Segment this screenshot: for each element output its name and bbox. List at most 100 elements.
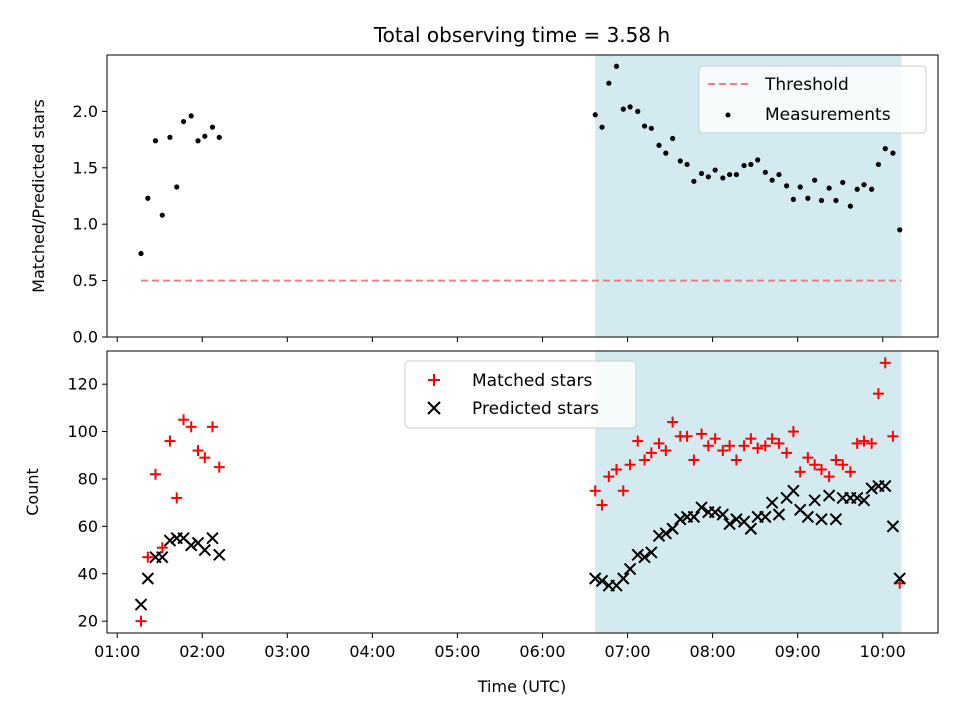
matched-point — [709, 433, 721, 445]
matched-point — [149, 468, 161, 480]
matched-point — [815, 463, 827, 475]
measurement-point — [670, 135, 676, 142]
predicted-point — [134, 598, 148, 611]
y-tick-label: 1.0 — [73, 215, 98, 234]
predicted-point — [829, 513, 843, 526]
predicted-point — [206, 532, 219, 545]
measurement-point — [216, 134, 222, 140]
predicted-point — [595, 574, 609, 588]
y-tick-label: 40 — [78, 564, 98, 583]
matched-point — [872, 388, 884, 400]
top-axes-frame — [106, 54, 939, 338]
matched-point — [830, 454, 842, 466]
matched-point — [603, 471, 615, 483]
measurement-point — [656, 142, 662, 148]
matched-point — [185, 421, 197, 433]
measurement-point — [818, 197, 825, 204]
measurement-point — [592, 112, 598, 118]
matched-point — [773, 437, 785, 449]
predicted-point — [617, 572, 630, 585]
y-tick-label: 0.5 — [73, 271, 98, 290]
x-tick-label: 07:00 — [604, 642, 650, 661]
predicted-point — [857, 494, 871, 507]
matched-point — [639, 454, 651, 466]
bottom-shaded-region — [595, 351, 902, 633]
predicted-point — [850, 491, 864, 505]
matched-point — [142, 551, 154, 563]
x-tick-label: 10:00 — [860, 642, 906, 661]
matched-point — [645, 447, 657, 459]
measurement-point — [620, 106, 626, 112]
matched-point — [794, 466, 806, 478]
predicted-point — [652, 529, 666, 543]
predicted-point — [708, 505, 722, 519]
x-tick-label: 05:00 — [434, 642, 480, 661]
measurement-point — [762, 169, 768, 175]
measurement-point — [635, 108, 641, 114]
predicted-stars-series — [134, 479, 906, 611]
matched-point — [787, 426, 799, 438]
predicted-point — [184, 539, 198, 552]
bottom-y-axis-label: Count — [23, 468, 42, 516]
bottom-panel: 20 40 60 80 100 120 01:00 02:00 03:00 04:00 05:00… — [23, 350, 939, 696]
measurement-point — [812, 177, 818, 183]
measurement-point — [159, 212, 165, 218]
bottom-y-ticks: 20 40 60 80 100 120 — [67, 375, 107, 631]
matched-point — [171, 492, 183, 504]
predicted-point — [589, 572, 602, 585]
measurement-point — [180, 118, 187, 125]
top-x-ticks — [116, 337, 884, 342]
measurement-point — [783, 183, 790, 189]
predicted-point — [815, 513, 828, 526]
matched-point — [809, 459, 821, 471]
predicted-point — [801, 510, 815, 524]
matched-point — [660, 445, 672, 457]
measurement-point — [847, 203, 853, 209]
measurement-point — [776, 171, 782, 178]
measurement-point — [599, 124, 605, 130]
matched-point — [178, 414, 190, 426]
measurement-point — [826, 185, 832, 191]
top-legend-box — [698, 65, 927, 134]
matched-point — [624, 459, 636, 471]
measurement-point — [882, 146, 888, 152]
matched-point — [681, 430, 693, 442]
y-tick-label: 1.5 — [73, 158, 98, 177]
measurement-point — [209, 124, 216, 130]
matched-point — [156, 542, 168, 554]
matched-point — [866, 437, 878, 449]
matched-point — [738, 440, 750, 452]
top-panel: 0.00.51.01.52.0 Matched/Predicted stars … — [29, 54, 939, 347]
predicted-point — [759, 510, 772, 524]
predicted-point — [666, 522, 679, 535]
measurement-point — [613, 63, 620, 69]
matched-point — [653, 437, 665, 449]
measurement-point — [691, 178, 697, 184]
predicted-point — [631, 548, 644, 562]
legend-predicted-swatch — [427, 401, 441, 415]
predicted-point — [645, 546, 658, 559]
measurement-point — [145, 195, 151, 201]
measurement-point — [641, 123, 648, 129]
measurement-point — [188, 113, 194, 119]
y-tick-label: 80 — [78, 469, 98, 488]
measurement-point — [805, 195, 811, 201]
measurements-series — [138, 63, 903, 257]
predicted-point — [879, 479, 892, 493]
legend-threshold-label: Threshold — [764, 75, 849, 95]
matched-point — [717, 445, 729, 457]
predicted-point — [695, 501, 708, 514]
predicted-point — [141, 572, 155, 585]
matched-point — [844, 466, 856, 478]
predicted-point — [772, 508, 786, 521]
measurement-point — [138, 250, 144, 257]
matched-point — [759, 440, 771, 452]
predicted-point — [623, 562, 637, 576]
predicted-point — [156, 550, 169, 564]
matched-point — [752, 442, 764, 454]
x-tick-label: 03:00 — [264, 642, 310, 661]
matched-point — [702, 440, 714, 452]
matched-point — [766, 433, 778, 445]
measurement-point — [769, 177, 775, 183]
matched-point — [589, 485, 601, 497]
